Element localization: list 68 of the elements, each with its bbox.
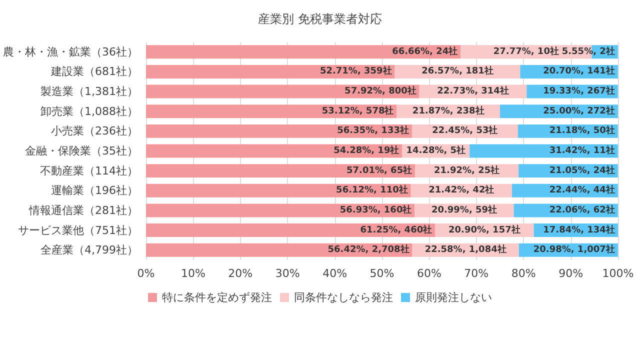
- y-tick-label: サービス業他（751社）: [18, 224, 138, 237]
- y-tick-label: 農・林・漁・鉱業（36社）: [2, 45, 138, 58]
- data-label: 26.57%, 181社: [422, 66, 494, 77]
- legend-label: 同条件なしなら発注: [294, 291, 393, 304]
- data-label: 21.18%, 50社: [549, 125, 615, 136]
- y-tick-label: 卸売業（1,088社）: [40, 104, 138, 118]
- data-label: 19.33%, 267社: [543, 86, 615, 97]
- data-label: 22.06%, 62社: [549, 204, 615, 216]
- data-label: 66.66%, 24社: [392, 46, 458, 57]
- legend-label: 原則発注しない: [415, 291, 492, 304]
- data-label: 14.28%, 5社: [406, 145, 466, 156]
- data-label: 21.05%, 24社: [549, 164, 615, 176]
- data-label: 17.84%, 134社: [543, 224, 615, 236]
- y-tick-label: 不動産業（114社）: [40, 164, 138, 178]
- y-tick-label: 運輸業（196社）: [50, 184, 138, 198]
- data-label: 22.73%, 314社: [437, 86, 509, 97]
- data-label: 56.42%, 2,708社: [328, 244, 410, 256]
- data-label: 20.90%, 157社: [448, 224, 520, 236]
- x-tick-label: 70%: [464, 267, 489, 280]
- bar: [146, 84, 420, 98]
- bar: [146, 104, 397, 118]
- y-tick-label: 金融・保険業（35社）: [24, 144, 138, 158]
- data-label: 27.77%, 10社: [493, 46, 559, 57]
- data-label: 31.42%, 11社: [549, 145, 615, 156]
- bar: [146, 204, 415, 218]
- bar: [146, 184, 411, 198]
- data-label: 54.28%, 19社: [334, 145, 400, 156]
- data-label: 56.93%, 160社: [340, 204, 412, 216]
- x-tick-label: 80%: [511, 267, 536, 280]
- bar: [146, 64, 395, 78]
- data-label: 25.00%, 272社: [543, 105, 615, 116]
- x-tick-label: 20%: [228, 267, 253, 280]
- data-label: 21.42%, 42社: [428, 184, 494, 196]
- legend-label: 特に条件を定めず発注: [162, 291, 272, 304]
- data-label: 57.92%, 800社: [344, 86, 416, 97]
- x-tick-label: 50%: [370, 267, 394, 280]
- data-label: 22.45%, 53社: [432, 125, 498, 136]
- data-label: 56.35%, 133社: [337, 125, 409, 136]
- data-label: 22.58%, 1,084社: [424, 244, 506, 256]
- x-tick-label: 100%: [602, 267, 634, 280]
- bar: [146, 124, 412, 138]
- y-tick-label: 小売業（236社）: [50, 124, 138, 138]
- x-tick-label: 0%: [137, 267, 155, 280]
- bar: [146, 224, 436, 238]
- data-label: 20.70%, 141社: [543, 66, 615, 77]
- data-label: 56.12%, 110社: [336, 184, 408, 196]
- x-tick-label: 40%: [322, 267, 348, 280]
- data-label: 52.71%, 359社: [320, 66, 392, 77]
- y-tick-label: 情報通信業（281社）: [28, 204, 138, 217]
- y-tick-label: 建設業（681社）: [50, 65, 138, 78]
- data-label: 20.98%, 1,007社: [533, 244, 615, 256]
- y-tick-label: 全産業（4,799社）: [40, 244, 138, 257]
- data-label: 21.87%, 238社: [412, 105, 484, 116]
- data-label: 57.01%, 65社: [346, 164, 412, 176]
- data-label: 53.12%, 578社: [322, 105, 394, 116]
- x-tick-label: 30%: [275, 267, 300, 280]
- bar: [146, 45, 461, 59]
- data-label: 22.44%, 44社: [549, 184, 615, 196]
- x-tick-label: 10%: [180, 267, 206, 280]
- bar: [146, 243, 412, 257]
- bar: [146, 164, 416, 178]
- x-tick-label: 60%: [416, 267, 442, 280]
- data-label: 20.99%, 59社: [431, 204, 498, 216]
- x-tick-label: 90%: [558, 267, 584, 280]
- data-label: 21.92%, 25社: [434, 164, 500, 176]
- y-tick-label: 製造業（1,381社）: [40, 85, 138, 98]
- data-label: 61.25%, 460社: [360, 224, 432, 236]
- chart-title: 産業別 免税事業者対応: [258, 12, 382, 26]
